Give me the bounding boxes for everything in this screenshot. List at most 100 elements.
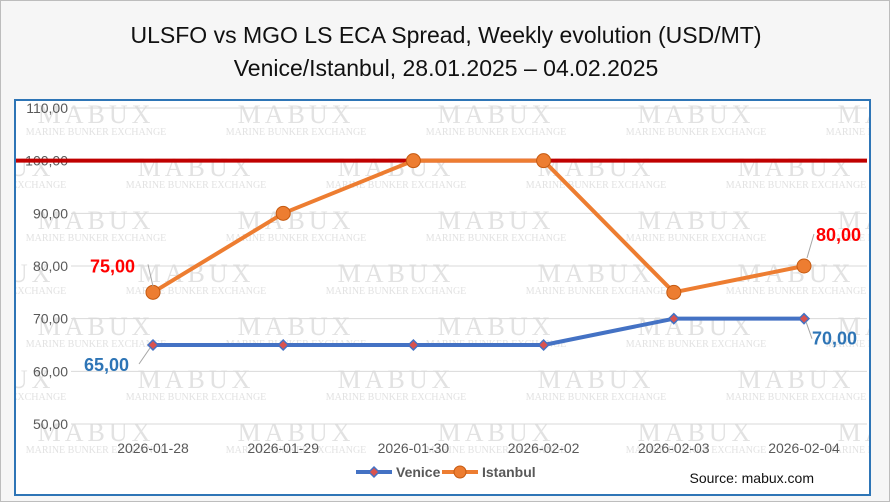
chart-title: ULSFO vs MGO LS ECA Spread, Weekly evolu… bbox=[1, 19, 890, 85]
venice-point bbox=[277, 338, 290, 352]
watermark-subtitle: MARINE BUNKER EXCHANGE bbox=[826, 127, 869, 138]
venice-label-last-leader bbox=[805, 321, 813, 339]
istanbul-point bbox=[666, 284, 682, 300]
legend-istanbul-marker bbox=[453, 465, 467, 479]
x-tick-label: 2026-02-03 bbox=[638, 440, 710, 456]
venice-point bbox=[537, 338, 550, 352]
chart-title-line-1: ULSFO vs MGO LS ECA Spread, Weekly evolu… bbox=[130, 22, 762, 48]
watermark-brand: MABUX bbox=[338, 365, 455, 394]
istanbul-point bbox=[275, 205, 291, 221]
watermark-brand: MABUX bbox=[838, 206, 869, 235]
watermark-subtitle: MARINE BUNKER EXCHANGE bbox=[526, 392, 667, 403]
watermark-subtitle: MARINE BUNKER EXCHANGE bbox=[426, 233, 567, 244]
istanbul-label-first: 75,00 bbox=[90, 256, 135, 276]
y-tick-label: 90,00 bbox=[33, 205, 68, 221]
watermark-subtitle: MARINE BUNKER EXCHANGE bbox=[226, 233, 367, 244]
watermark-brand: MABUX bbox=[438, 206, 555, 235]
watermark-subtitle: MARINE BUNKER EXCHANGE bbox=[726, 392, 867, 403]
watermark-brand: MABUX bbox=[38, 418, 155, 447]
watermark-brand: MABUX bbox=[838, 312, 869, 341]
watermark-subtitle: MARINE BUNKER EXCHANGE bbox=[626, 339, 767, 350]
watermark-subtitle: MARINE BUNKER EXCHANGE bbox=[26, 445, 167, 456]
legend-venice-label: Venice bbox=[396, 464, 441, 480]
watermark-subtitle: MARINE BUNKER EXCHANGE bbox=[326, 180, 467, 191]
x-axis-ticks: 2026-01-28 2026-01-29 2026-01-30 2026-02-02… bbox=[117, 440, 840, 456]
watermark-subtitle: MARINE BUNKER EXCHANGE bbox=[326, 392, 467, 403]
watermark-subtitle: MARINE BUNKER EXCHANGE bbox=[126, 180, 267, 191]
watermark-subtitle: MARINE BUNKER EXCHANGE bbox=[16, 286, 66, 297]
watermark-brand: MABUX bbox=[238, 418, 355, 447]
watermark-brand: MABUX bbox=[738, 259, 855, 288]
watermark-subtitle: MARINE BUNKER EXCHANGE bbox=[326, 286, 467, 297]
legend-istanbul-label: Istanbul bbox=[482, 464, 536, 480]
watermark-brand: MABUX bbox=[538, 365, 655, 394]
source-note: Source: mabux.com bbox=[690, 470, 815, 486]
venice-series-line bbox=[153, 316, 804, 347]
watermark-subtitle: MARINE BUNKER EXCHANGE bbox=[826, 445, 869, 456]
y-tick-label: 110,00 bbox=[26, 101, 68, 116]
y-tick-label: 80,00 bbox=[33, 258, 68, 274]
watermark-subtitle: MARINE BUNKER EXCHANGE bbox=[26, 339, 167, 350]
x-tick-label: 2026-02-04 bbox=[768, 440, 840, 456]
watermark-subtitle: MARINE BUNKER EXCHANGE bbox=[226, 127, 367, 138]
data-labels: 75,00 80,00 65,00 70,00 bbox=[84, 225, 861, 375]
venice-point bbox=[797, 312, 811, 325]
watermark-subtitle: MARINE BUNKER EXCHANGE bbox=[126, 392, 267, 403]
venice-point bbox=[146, 338, 160, 352]
watermark-subtitle: MARINE BUNKER EXCHANGE bbox=[426, 127, 567, 138]
watermark-brand: MABUX bbox=[138, 365, 255, 394]
venice-label-first-leader bbox=[138, 347, 151, 365]
plot-box: MABUX MARINE BUNKER EXCHANGE MABUX MARINE B… bbox=[14, 99, 871, 496]
watermark-subtitle: MARINE BUNKER EXCHANGE bbox=[16, 392, 66, 403]
watermark-brand: MABUX bbox=[638, 101, 755, 129]
watermark-brand: MABUX bbox=[638, 206, 755, 235]
istanbul-label-last-leader bbox=[806, 233, 815, 259]
watermark-brand: MABUX bbox=[738, 365, 855, 394]
venice-label-last: 70,00 bbox=[812, 329, 857, 349]
y-tick-label: 60,00 bbox=[33, 363, 68, 379]
watermark-brand: MABUX bbox=[438, 312, 555, 341]
istanbul-label-first-leader bbox=[147, 264, 154, 287]
venice-label-first: 65,00 bbox=[84, 355, 129, 375]
watermark-subtitle: MARINE BUNKER EXCHANGE bbox=[26, 127, 167, 138]
watermark-subtitle: MARINE BUNKER EXCHANGE bbox=[626, 233, 767, 244]
watermark-brand: MABUX bbox=[16, 259, 54, 288]
y-tick-label: 50,00 bbox=[33, 416, 68, 432]
watermark-brand: MABUX bbox=[638, 312, 755, 341]
watermark-subtitle: MARINE BUNKER EXCHANGE bbox=[426, 445, 567, 456]
watermark-brand: MABUX bbox=[138, 153, 255, 182]
watermark-brand: MABUX bbox=[138, 259, 255, 288]
watermark-subtitle: MARINE BUNKER EXCHANGE bbox=[526, 286, 667, 297]
x-tick-label: 2026-01-28 bbox=[117, 440, 189, 456]
venice-point bbox=[407, 338, 420, 352]
legend-venice-marker bbox=[367, 465, 381, 479]
watermark-subtitle: MARINE BUNKER EXCHANGE bbox=[826, 339, 869, 350]
y-tick-label: 70,00 bbox=[33, 311, 68, 327]
watermark-subtitle: MARINE BUNKER EXCHANGE bbox=[226, 445, 367, 456]
istanbul-point bbox=[405, 153, 421, 169]
watermark-subtitle: MARINE BUNKER EXCHANGE bbox=[526, 180, 667, 191]
watermark-subtitle: MARINE BUNKER EXCHANGE bbox=[126, 286, 267, 297]
watermark-brand: MABUX bbox=[38, 206, 155, 235]
watermark-subtitle: MARINE BUNKER EXCHANGE bbox=[826, 233, 869, 244]
venice-point bbox=[667, 312, 680, 325]
watermark-brand: MABUX bbox=[538, 259, 655, 288]
istanbul-point bbox=[796, 258, 812, 274]
chart-title-line-2: Venice/Istanbul, 28.01.2025 – 04.02.2025 bbox=[233, 55, 659, 81]
watermark-brand: MABUX bbox=[38, 312, 155, 341]
watermark-brand: MABUX bbox=[538, 153, 655, 182]
watermark-brand: MABUX bbox=[38, 101, 155, 129]
legend: Venice Istanbul bbox=[356, 464, 536, 480]
watermark-brand: MABUX bbox=[338, 259, 455, 288]
x-tick-label: 2026-01-30 bbox=[378, 440, 450, 456]
x-tick-label: 2026-01-29 bbox=[247, 440, 319, 456]
watermark-subtitle: MARINE BUNKER EXCHANGE bbox=[626, 445, 767, 456]
watermark-brand: MABUX bbox=[638, 418, 755, 447]
watermark-brand: MABUX bbox=[738, 153, 855, 182]
watermark-brand: MABUX bbox=[838, 418, 869, 447]
watermark-brand: MABUX bbox=[838, 101, 869, 129]
istanbul-point bbox=[536, 153, 552, 169]
